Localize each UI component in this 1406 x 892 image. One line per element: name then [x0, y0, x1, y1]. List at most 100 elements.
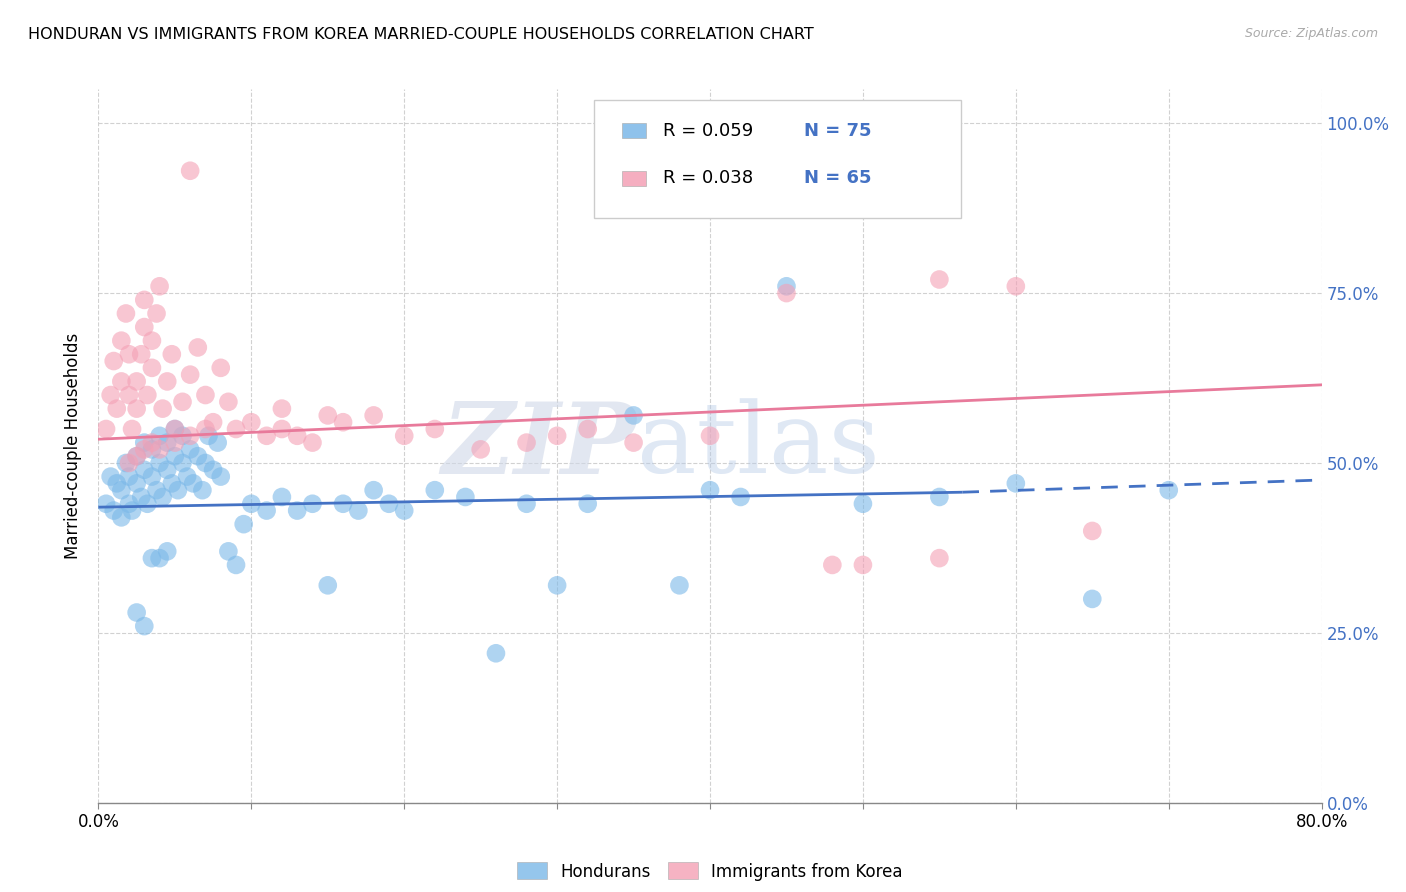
Point	[152, 490, 174, 504]
Point	[852, 558, 875, 572]
Point	[928, 272, 950, 286]
Point	[129, 490, 152, 504]
Point	[105, 401, 128, 416]
Point	[623, 435, 645, 450]
Point	[516, 435, 538, 450]
Point	[191, 483, 214, 498]
Point	[172, 456, 194, 470]
Point	[136, 497, 159, 511]
Point	[546, 578, 568, 592]
Point	[125, 401, 148, 416]
Point	[423, 422, 446, 436]
Point	[316, 578, 339, 592]
Point	[270, 401, 292, 416]
Point	[156, 375, 179, 389]
Point	[347, 503, 370, 517]
Point	[100, 469, 122, 483]
Point	[852, 497, 875, 511]
Point	[699, 483, 721, 498]
Point	[118, 469, 141, 483]
Point	[179, 429, 201, 443]
Point	[485, 646, 508, 660]
Point	[149, 279, 172, 293]
Point	[163, 449, 186, 463]
Point	[363, 483, 385, 498]
Point	[546, 429, 568, 443]
Point	[225, 422, 247, 436]
Point	[209, 360, 232, 375]
Point	[1081, 524, 1104, 538]
Point	[94, 422, 117, 436]
Point	[94, 497, 117, 511]
Point	[110, 510, 132, 524]
Point	[1157, 483, 1180, 498]
Point	[576, 497, 599, 511]
Point	[125, 476, 148, 491]
Point	[194, 388, 217, 402]
Point	[115, 306, 138, 320]
Point	[332, 415, 354, 429]
Point	[176, 469, 198, 483]
Text: R = 0.059: R = 0.059	[664, 121, 754, 139]
Point	[179, 368, 201, 382]
Point	[270, 422, 292, 436]
Point	[194, 422, 217, 436]
Point	[240, 415, 263, 429]
Point	[699, 429, 721, 443]
Point	[118, 497, 141, 511]
Point	[136, 388, 159, 402]
Point	[100, 388, 122, 402]
FancyBboxPatch shape	[621, 123, 647, 138]
Point	[152, 401, 174, 416]
Point	[134, 293, 156, 307]
Point	[202, 415, 225, 429]
Point	[118, 388, 141, 402]
Point	[209, 469, 232, 483]
Point	[181, 476, 204, 491]
Point	[1081, 591, 1104, 606]
Text: N = 75: N = 75	[804, 121, 872, 139]
Point	[217, 394, 239, 409]
Point	[163, 422, 186, 436]
Point	[160, 347, 183, 361]
Legend: Hondurans, Immigrants from Korea: Hondurans, Immigrants from Korea	[510, 855, 910, 888]
Point	[141, 551, 163, 566]
Point	[454, 490, 477, 504]
Point	[179, 163, 201, 178]
Point	[332, 497, 354, 511]
Point	[285, 503, 308, 517]
Point	[125, 375, 148, 389]
Point	[163, 435, 186, 450]
Point	[301, 435, 323, 450]
Point	[115, 456, 138, 470]
Point	[270, 490, 292, 504]
Point	[821, 558, 844, 572]
Point	[103, 354, 125, 368]
Point	[129, 347, 152, 361]
Point	[202, 463, 225, 477]
Point	[121, 503, 143, 517]
Point	[1004, 476, 1026, 491]
Text: R = 0.038: R = 0.038	[664, 169, 754, 187]
Point	[194, 456, 217, 470]
Point	[301, 497, 323, 511]
Point	[470, 442, 492, 457]
Point	[217, 544, 239, 558]
Point	[172, 394, 194, 409]
Point	[423, 483, 446, 498]
Point	[928, 551, 950, 566]
Point	[145, 483, 167, 498]
Point	[187, 341, 209, 355]
Point	[285, 429, 308, 443]
Point	[110, 483, 132, 498]
Point	[118, 347, 141, 361]
Point	[392, 503, 416, 517]
Point	[576, 422, 599, 436]
Point	[172, 429, 194, 443]
Point	[141, 435, 163, 450]
Point	[110, 375, 132, 389]
Point	[141, 360, 163, 375]
Point	[167, 483, 190, 498]
Point	[134, 442, 156, 457]
Point	[187, 449, 209, 463]
